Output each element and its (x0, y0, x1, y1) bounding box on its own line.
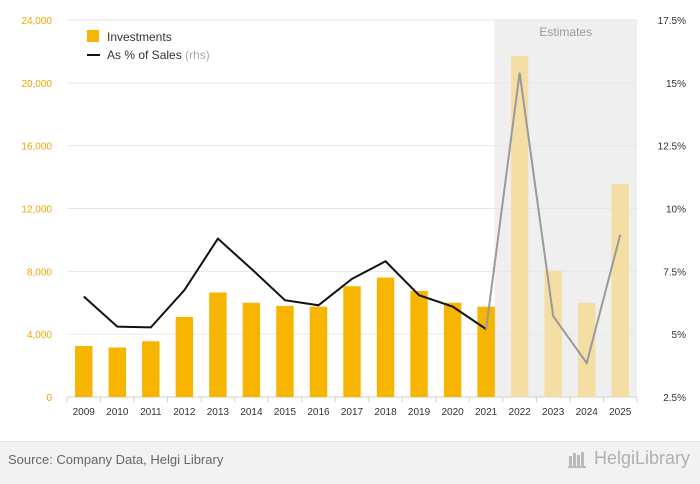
x-tick-label: 2024 (576, 407, 599, 418)
library-logo-icon (568, 450, 590, 468)
left-tick-label: 4,000 (27, 330, 52, 341)
x-tick-label: 2009 (73, 407, 96, 418)
x-tick-label: 2023 (542, 407, 565, 418)
x-tick-label: 2020 (441, 407, 464, 418)
investment-bar (511, 56, 528, 397)
investment-bar (444, 303, 461, 397)
investment-bar (612, 184, 629, 397)
x-tick-label: 2015 (274, 407, 297, 418)
x-tick-label: 2018 (374, 407, 397, 418)
x-tick-label: 2016 (307, 407, 330, 418)
investment-bar (544, 271, 561, 397)
left-axis: 0 4,000 8,000 12,000 16,000 20,000 24,000 (21, 16, 52, 404)
x-axis: 2009 2010 2011 2012 2013 2014 2015 2016 2017 2018… (67, 397, 637, 418)
investment-bar (243, 303, 260, 397)
x-tick-label: 2014 (240, 407, 263, 418)
investment-bar (142, 341, 159, 397)
legend-sales-pct-label: As % of Sales (rhs) (107, 48, 210, 62)
brand-name: HelgiLibrary (594, 448, 690, 468)
legend-investments-swatch (87, 30, 99, 42)
x-tick-label: 2012 (173, 407, 196, 418)
right-tick-label: 2.5% (663, 393, 686, 404)
estimates-label: Estimates (539, 25, 592, 39)
brand-logo[interactable]: HelgiLibrary (568, 448, 690, 469)
right-tick-label: 5% (672, 330, 687, 341)
investment-bar (578, 303, 595, 397)
investment-bar (310, 307, 327, 397)
investment-bar (276, 306, 293, 397)
investment-bar (410, 291, 427, 397)
investment-bar (109, 348, 126, 397)
legend-investments-label: Investments (107, 30, 172, 44)
investment-bar (75, 346, 92, 397)
left-tick-label: 16,000 (21, 142, 52, 153)
left-tick-label: 8,000 (27, 267, 52, 278)
investment-bar (176, 317, 193, 397)
right-tick-label: 17.5% (658, 16, 686, 27)
x-tick-label: 2025 (609, 407, 632, 418)
x-tick-label: 2010 (106, 407, 129, 418)
x-tick-label: 2022 (509, 407, 532, 418)
investment-bar (377, 278, 394, 397)
left-tick-label: 0 (46, 393, 52, 404)
right-tick-label: 7.5% (663, 267, 686, 278)
x-tick-label: 2011 (140, 407, 162, 418)
investment-bar (343, 286, 360, 397)
left-tick-label: 20,000 (21, 79, 52, 90)
investment-bar (209, 293, 226, 397)
investment-bar (477, 307, 494, 397)
x-tick-label: 2013 (207, 407, 230, 418)
legend: Investments As % of Sales (rhs) (87, 30, 210, 62)
left-tick-label: 12,000 (21, 205, 52, 216)
right-tick-label: 10% (666, 205, 686, 216)
footer: Source: Company Data, Helgi Library Helg… (0, 441, 700, 484)
right-tick-label: 12.5% (658, 142, 686, 153)
x-tick-label: 2019 (408, 407, 431, 418)
investments-chart: Estimates 0 4,000 8,000 12,000 16,000 20,000 2… (0, 0, 700, 441)
x-tick-label: 2017 (341, 407, 364, 418)
source-note: Source: Company Data, Helgi Library (8, 452, 223, 467)
left-tick-label: 24,000 (21, 16, 52, 27)
x-tick-label: 2021 (475, 407, 498, 418)
right-tick-label: 15% (666, 79, 686, 90)
right-axis: 2.5% 5% 7.5% 10% 12.5% 15% 17.5% (658, 16, 686, 404)
